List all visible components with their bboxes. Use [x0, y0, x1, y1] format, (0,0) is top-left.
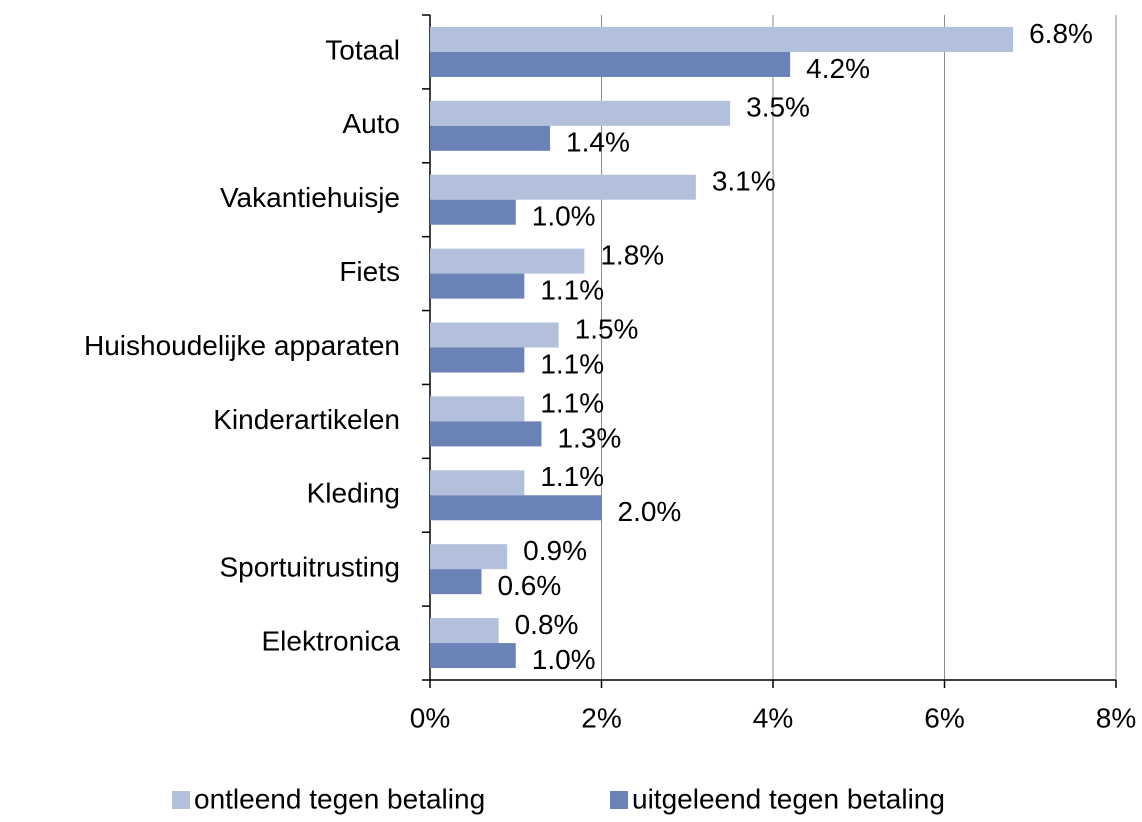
value-label: 1.1%	[540, 275, 604, 306]
legend-swatch	[610, 791, 628, 809]
x-tick-label: 0%	[410, 702, 450, 733]
bar	[430, 125, 551, 151]
bar	[430, 396, 525, 422]
bar	[430, 199, 516, 225]
bar	[430, 470, 525, 496]
x-tick-label: 8%	[1096, 702, 1136, 733]
value-label: 1.0%	[532, 201, 596, 232]
value-label: 2.0%	[618, 496, 682, 527]
x-tick-label: 6%	[924, 702, 964, 733]
bar	[430, 174, 696, 200]
bar	[430, 569, 482, 595]
bar	[430, 643, 516, 669]
value-label: 1.1%	[540, 387, 604, 418]
value-label: 0.9%	[523, 535, 587, 566]
bar	[430, 26, 1014, 52]
y-tick-label: Kinderartikelen	[213, 404, 400, 435]
value-label: 1.1%	[540, 348, 604, 379]
value-label: 1.0%	[532, 644, 596, 675]
value-label: 1.1%	[540, 461, 604, 492]
y-tick-label: Elektronica	[261, 625, 400, 656]
legend-label: ontleend tegen betaling	[194, 783, 485, 814]
value-label: 3.1%	[712, 166, 776, 197]
bar	[430, 273, 525, 299]
value-label: 3.5%	[746, 92, 810, 123]
bar	[430, 51, 791, 77]
y-tick-label: Sportuitrusting	[219, 552, 400, 583]
legend-label: uitgeleend tegen betaling	[632, 783, 945, 814]
y-tick-label: Vakantiehuisje	[220, 182, 400, 213]
bar	[430, 100, 731, 126]
y-tick-label: Kleding	[307, 478, 400, 509]
y-tick-label: Huishoudelijke apparaten	[84, 330, 400, 361]
x-tick-label: 2%	[581, 702, 621, 733]
value-label: 0.8%	[515, 609, 579, 640]
bar	[430, 347, 525, 373]
value-label: 1.3%	[557, 422, 621, 453]
x-tick-label: 4%	[753, 702, 793, 733]
bar	[430, 544, 508, 570]
bar	[430, 618, 499, 644]
bar	[430, 421, 542, 447]
y-tick-label: Totaal	[325, 34, 400, 65]
value-label: 1.4%	[566, 127, 630, 158]
bar	[430, 322, 559, 348]
legend-swatch	[172, 791, 190, 809]
value-label: 6.8%	[1029, 18, 1093, 49]
value-label: 1.5%	[575, 313, 639, 344]
value-label: 1.8%	[600, 240, 664, 271]
bar	[430, 495, 602, 521]
value-label: 0.6%	[497, 570, 561, 601]
value-label: 4.2%	[806, 53, 870, 84]
y-tick-label: Fiets	[339, 256, 400, 287]
bar	[430, 248, 585, 274]
y-tick-label: Auto	[342, 108, 400, 139]
